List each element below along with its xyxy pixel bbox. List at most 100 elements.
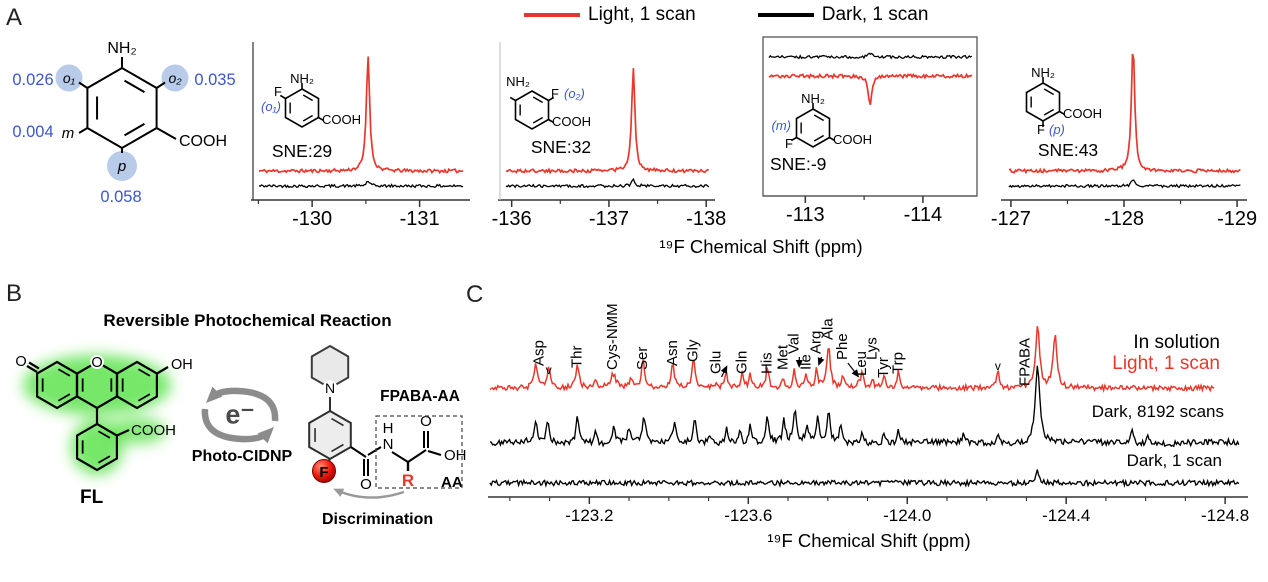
- panel-c-xaxis-title: ¹⁹F Chemical Shift (ppm): [767, 530, 971, 551]
- legend-dark-label: Dark, 1 scan: [821, 4, 929, 25]
- line-shape: [279, 94, 286, 100]
- site-tag: (m): [772, 118, 792, 133]
- panel-c-plot: -123.2 -123.6 -124.0 -124.4 -124.8 Asp Thr Cys-…: [488, 303, 1249, 525]
- line-shape: [1043, 88, 1055, 96]
- fpaba-aa-label: FPABA-AA: [380, 388, 460, 405]
- tick-label: -130: [292, 208, 332, 230]
- inset-amine-label: NH₂: [1031, 65, 1055, 80]
- dark-trace: [489, 365, 1240, 448]
- peak-label-Asp: Asp: [531, 340, 548, 366]
- line-shape: [123, 122, 145, 137]
- discrimination-arrow: [333, 488, 405, 499]
- line-shape: [813, 114, 825, 122]
- line-shape: [532, 96, 544, 104]
- tick-label: -123.2: [565, 506, 613, 525]
- meta-label: m: [62, 125, 75, 142]
- amide-oxygen-label: O: [360, 476, 372, 493]
- reference-molecule-structure: NH₂ COOH o₁ o₂ m p 0.026 0.035 0.004 0.058: [12, 40, 235, 206]
- circle-shape: [322, 380, 338, 396]
- tick-label: -124.0: [883, 506, 931, 525]
- acid-label: COOH: [179, 133, 227, 150]
- ellipse-shape: [110, 418, 166, 444]
- inset-structure: NH₂ F COOH (m): [772, 91, 873, 151]
- line-shape: [57, 368, 71, 377]
- ortho2-label: o₂: [168, 70, 182, 86]
- peak-label-Ser: Ser: [634, 347, 651, 370]
- tick-label: -137: [589, 208, 629, 230]
- line-shape: [116, 429, 130, 437]
- amide-n-label: N: [383, 436, 394, 453]
- fluorine-label: F: [319, 464, 328, 481]
- line-shape: [548, 118, 555, 124]
- peak-label-Gly: Gly: [684, 339, 701, 362]
- peak-label-Tyr: Tyr: [875, 357, 892, 378]
- tick-label: -129: [1217, 208, 1257, 230]
- sne-annotation: SNE:-9: [770, 154, 826, 174]
- inset-acid-label: COOH: [833, 132, 872, 147]
- panel-a-xaxis-title: ¹⁹F Chemical Shift (ppm): [659, 236, 863, 257]
- electron-label: e⁻: [225, 399, 255, 430]
- light-trace: [505, 68, 709, 175]
- line-shape: [790, 136, 797, 142]
- line-shape: [137, 368, 151, 377]
- peak-label-arrow: [817, 356, 825, 366]
- line-shape: [813, 134, 825, 142]
- tick-label: -124.8: [1201, 506, 1249, 525]
- line-shape: [302, 114, 314, 122]
- spectrum-(m): -113 -114 SNE:-9 NH₂ F COOH (m): [762, 36, 978, 226]
- legend-light-label: Light, 1 scan: [588, 4, 696, 25]
- dark-trace: [489, 469, 1240, 489]
- line-shape: [57, 393, 71, 402]
- dark-trace: [258, 180, 464, 189]
- trace-label-in-solution: In solution: [1133, 332, 1220, 353]
- impurity-marker: v: [546, 363, 552, 377]
- ring-oxygen-label: O: [91, 355, 102, 371]
- peak-label-Met: Met: [774, 344, 791, 370]
- sne-annotation: SNE:29: [272, 141, 332, 161]
- acid-oh-label: OH: [444, 447, 467, 464]
- ellipse-shape: [71, 419, 123, 475]
- tick-label: -123.6: [724, 506, 772, 525]
- tick-label: -113: [786, 204, 825, 226]
- spectrum-(p): -127 -128 -129 SNE:43 NH₂ F COOH(p): [991, 53, 1257, 230]
- fluorescein-label: FL: [80, 487, 104, 508]
- line-shape: [350, 446, 367, 458]
- inset-amine-label: NH₂: [801, 91, 825, 106]
- legend-light-line: [524, 13, 580, 17]
- light-trace: [768, 72, 973, 106]
- panel-a-spectra: -130 -131 SNE:29 NH₂ F COOH (o₁) -136 -137 -138 SN…: [251, 36, 1257, 230]
- para-value: 0.058: [100, 188, 141, 206]
- peak-label-Thr: Thr: [568, 345, 585, 368]
- peak-label-Val: Val: [785, 333, 802, 354]
- light-trace: [489, 326, 1215, 393]
- circle-shape: [90, 355, 104, 369]
- ortho1-highlight: [55, 64, 83, 92]
- panel-b-title: Reversible Photochemical Reaction: [103, 311, 392, 330]
- inset-acid-label: COOH: [1063, 106, 1102, 121]
- inset-structure: NH₂ F COOH(p): [1025, 65, 1102, 137]
- cycle-arrow-bottom: [201, 408, 274, 444]
- trace-label-light-1-scan: Light, 1 scan: [1112, 353, 1220, 374]
- line-shape: [427, 450, 442, 456]
- discrimination-label: Discrimination: [322, 511, 434, 528]
- path-shape: [76, 422, 118, 472]
- peak-label-Leu: Leu: [853, 351, 870, 376]
- amide-h-label: H: [383, 420, 394, 437]
- r-group-label: R: [402, 471, 414, 490]
- aa-label: AA: [441, 474, 463, 491]
- line-shape: [26, 365, 38, 373]
- peak-label-Gln: Gln: [733, 351, 750, 374]
- line-shape: [532, 116, 544, 124]
- line-shape: [1059, 110, 1066, 116]
- line-shape: [331, 417, 344, 427]
- inset-halide-label: F: [785, 136, 793, 151]
- inset-acid-label: COOH: [322, 112, 361, 127]
- line-shape: [302, 94, 314, 102]
- tick-label: -128: [1104, 208, 1144, 230]
- dark-trace: [505, 177, 710, 189]
- spectrum-(o₂): -136 -137 -138 SNE:32 NH₂ F COOH (o₂): [492, 42, 726, 230]
- path-shape: [116, 360, 158, 410]
- ortho2-value: 0.035: [194, 71, 235, 89]
- trace-label-dark-8192: Dark, 8192 scans: [1091, 402, 1224, 421]
